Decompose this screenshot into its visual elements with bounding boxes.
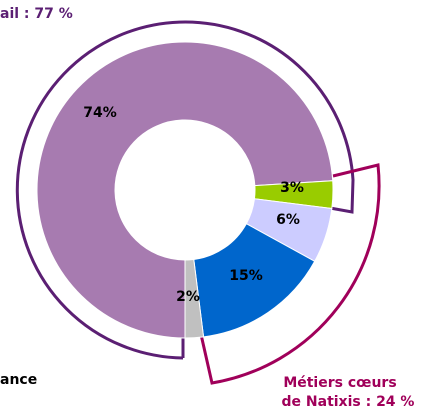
data-label: 15% [229,268,263,284]
finance-label: ance [0,372,37,388]
data-label: 2% [176,289,200,305]
natixis-label: Métiers cœurs [283,375,396,391]
slice [184,258,205,339]
retail-bracket [15,20,355,360]
natixis-bracket [198,163,381,385]
slice [36,41,334,339]
data-label: 74% [83,105,117,121]
data-label: 3% [280,180,304,196]
retail-label: ail : 77 % [0,6,73,22]
natixis-label: de Natixis : 24 % [282,394,415,410]
data-label: 6% [276,212,300,228]
